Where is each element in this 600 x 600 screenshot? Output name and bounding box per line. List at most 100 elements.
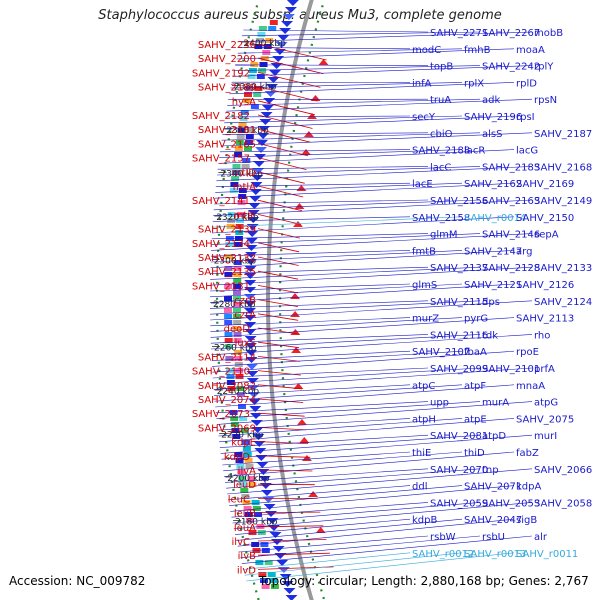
forward-gene-arrow [246,231,259,237]
right-gene-label: SAHV_2124 [534,297,592,308]
right-gene-label: SAHV_r0012 [412,549,474,560]
right-gene-label: SAHV_2115 [430,297,488,308]
forward-gene-arrow [244,336,257,342]
left-gene-label: SAHV_2165 [198,139,256,150]
right-gene-label: SAHV_2113 [516,314,574,325]
cog-block [237,200,246,205]
right-gene-label: lacC [430,162,451,173]
left-gene-label: hysA [232,97,256,108]
right-leader-line [217,166,481,176]
right-gene-label: SAHV_2059 [430,498,488,509]
right-leader-line [232,65,533,77]
accession-label: Accession: [9,574,73,588]
right-leader-line [211,334,533,356]
forward-gene-arrow [282,14,295,20]
cog-block [252,506,261,511]
accession-value: NC_009782 [76,574,146,588]
right-gene-label: rplX [464,78,484,89]
right-gene-label: tdk [482,330,498,341]
right-leader-line [221,132,481,141]
right-gene-label: SAHV_2158 [412,213,470,224]
reverse-gene-arrow [293,383,304,389]
right-gene-label: SAHV_2099 [430,364,488,375]
right-leader-line [237,48,463,54]
cog-block [233,338,242,343]
cog-block [255,560,264,565]
cog-block [260,542,269,547]
right-leader-line [210,250,515,269]
cog-block [253,92,262,97]
forward-gene-arrow [261,105,274,111]
scale-tick-label: 2200 kbp [227,474,270,484]
cog-block [258,26,267,31]
forward-gene-arrow [244,301,256,307]
right-leader-line [236,518,463,541]
left-gene-label: SAHV_2236 [198,40,256,51]
forward-gene-arrow [245,238,258,244]
left-leader-line [257,57,324,75]
right-gene-label: SAHV_2116 [430,330,488,341]
left-gene-label: SAHV_2182 [192,111,250,122]
left-leader-line [257,242,300,253]
right-gene-label: atpH [412,414,436,425]
right-gene-label: SAHV_2162 [464,179,522,190]
right-leader-line [217,418,411,431]
forward-gene-arrow [246,378,259,384]
left-gene-label: SAHV_2069 [198,423,256,434]
right-leader-line [210,250,463,263]
cog-block [230,416,239,421]
forward-gene-arrow [261,490,273,496]
right-leader-line [219,418,515,443]
forward-gene-arrow [281,581,294,587]
forward-gene-arrow [258,476,271,482]
cog-block [240,110,249,115]
reverse-gene-arrow [315,527,326,533]
right-gene-label: pyrG [464,314,488,325]
forward-gene-arrow [244,343,257,349]
cog-block [242,158,251,163]
right-gene-label: SAHV_2101 [482,364,540,375]
right-leader-line [215,182,463,193]
right-gene-label: upp [430,398,449,409]
left-gene-label: mtlD [232,168,256,179]
right-leader-line [211,350,411,361]
right-gene-label: SAHV_2163 [482,196,540,207]
forward-gene-arrow [249,196,262,202]
right-gene-label: SAHV_2150 [516,213,574,224]
cog-block [245,134,254,139]
right-leader-line [215,182,411,187]
left-gene-label: ilvA [238,466,256,477]
left-gene-label: SAHV_2073 [192,409,250,420]
left-gene-label: deoD [224,324,251,335]
cog-block [246,128,255,133]
right-leader-line [214,384,463,402]
cog-block [233,302,241,307]
right-leader-line [226,468,481,489]
cog-block [257,32,266,37]
cog-block [230,182,239,187]
right-leader-line [240,535,481,559]
left-gene-label: SAHV_2134 [192,239,250,250]
forward-gene-arrow [248,203,261,209]
right-gene-label: SAHV_2058 [534,498,592,509]
forward-gene-arrow [256,462,269,468]
right-leader-line [210,317,411,327]
right-gene-label: sepA [534,230,559,241]
cog-block [245,86,254,91]
cog-block [229,188,238,193]
left-leader-line [257,552,330,556]
right-leader-line [213,199,533,216]
reverse-gene-arrow [290,311,301,317]
forward-gene-arrow [269,532,282,538]
right-gene-label: SAHV_r0011 [516,549,578,560]
right-leader-line [232,502,481,524]
right-gene-label: SAHV_2107 [412,347,470,358]
left-leader-line [257,256,299,266]
right-leader-line [243,552,411,570]
cog-block [224,296,232,301]
cog-block [261,548,270,553]
right-leader-line [210,300,533,321]
cog-block [236,386,245,391]
right-gene-label: arg [516,246,532,257]
